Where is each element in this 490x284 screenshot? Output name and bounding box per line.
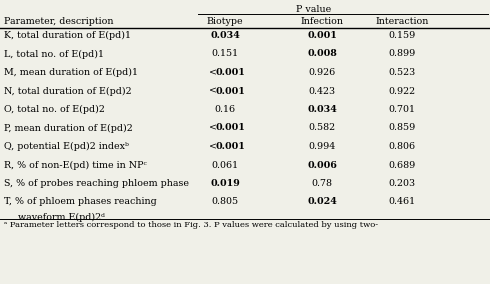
Text: 0.926: 0.926: [308, 68, 336, 77]
Text: 0.019: 0.019: [210, 179, 240, 188]
Text: 0.001: 0.001: [216, 68, 246, 77]
Text: M, mean duration of E(pd)1: M, mean duration of E(pd)1: [4, 68, 138, 77]
Text: ᵃ Parameter letters correspond to those in Fig. 3. P values were calculated by u: ᵃ Parameter letters correspond to those …: [4, 221, 378, 229]
Text: O, total no. of E(pd)2: O, total no. of E(pd)2: [4, 105, 105, 114]
Text: 0.461: 0.461: [389, 197, 416, 206]
Text: P value: P value: [296, 5, 332, 14]
Text: N, total duration of E(pd)2: N, total duration of E(pd)2: [4, 87, 132, 96]
Text: S, % of probes reaching phloem phase: S, % of probes reaching phloem phase: [4, 179, 189, 188]
Text: K, total duration of E(pd)1: K, total duration of E(pd)1: [4, 31, 131, 40]
Text: 0.859: 0.859: [389, 124, 416, 133]
Text: Biotype: Biotype: [207, 17, 244, 26]
Text: Interaction: Interaction: [375, 17, 429, 26]
Text: 0.001: 0.001: [216, 124, 246, 133]
Text: 0.001: 0.001: [307, 31, 337, 40]
Text: 0.16: 0.16: [215, 105, 236, 114]
Text: 0.001: 0.001: [216, 142, 246, 151]
Text: 0.159: 0.159: [389, 31, 416, 40]
Text: 0.805: 0.805: [212, 197, 239, 206]
Text: <: <: [209, 124, 217, 133]
Text: <: <: [209, 68, 217, 77]
Text: 0.994: 0.994: [308, 142, 336, 151]
Text: 0.423: 0.423: [308, 87, 336, 95]
Text: Q, potential E(pd)2 indexᵇ: Q, potential E(pd)2 indexᵇ: [4, 142, 129, 151]
Text: 0.203: 0.203: [389, 179, 416, 188]
Text: T, % of phloem phases reaching: T, % of phloem phases reaching: [4, 197, 157, 206]
Text: 0.78: 0.78: [312, 179, 333, 188]
Text: 0.034: 0.034: [307, 105, 337, 114]
Text: Parameter, description: Parameter, description: [4, 17, 114, 26]
Text: 0.899: 0.899: [389, 49, 416, 59]
Text: 0.689: 0.689: [389, 160, 416, 170]
Text: R, % of non-E(pd) time in NPᶜ: R, % of non-E(pd) time in NPᶜ: [4, 160, 147, 170]
Text: 0.922: 0.922: [389, 87, 416, 95]
Text: 0.061: 0.061: [212, 160, 239, 170]
Text: 0.001: 0.001: [216, 87, 246, 95]
Text: 0.034: 0.034: [210, 31, 240, 40]
Text: Infection: Infection: [300, 17, 343, 26]
Text: <: <: [209, 87, 217, 95]
Text: 0.701: 0.701: [389, 105, 416, 114]
Text: 0.523: 0.523: [389, 68, 416, 77]
Text: <: <: [209, 142, 217, 151]
Text: P, mean duration of E(pd)2: P, mean duration of E(pd)2: [4, 124, 133, 133]
Text: 0.151: 0.151: [212, 49, 239, 59]
Text: 0.582: 0.582: [308, 124, 336, 133]
Text: 0.806: 0.806: [389, 142, 416, 151]
Text: L, total no. of E(pd)1: L, total no. of E(pd)1: [4, 49, 104, 59]
Text: 0.024: 0.024: [307, 197, 337, 206]
Text: 0.006: 0.006: [307, 160, 337, 170]
Text: waveform E(pd)2ᵈ: waveform E(pd)2ᵈ: [18, 213, 105, 222]
Text: 0.008: 0.008: [307, 49, 337, 59]
